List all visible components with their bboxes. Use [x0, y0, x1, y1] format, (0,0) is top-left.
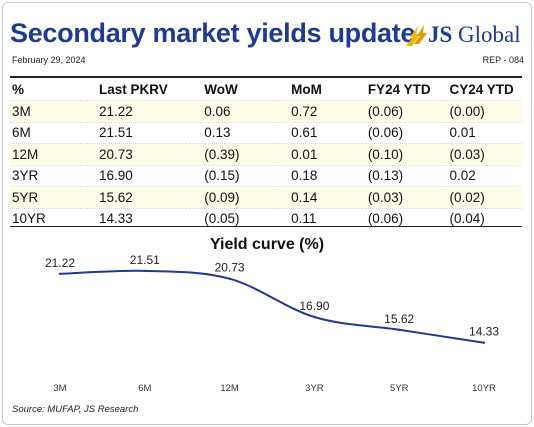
table-cell: (0.10) — [365, 143, 444, 165]
data-label: 21.22 — [45, 256, 75, 270]
data-label: 16.90 — [299, 299, 329, 313]
data-point — [58, 272, 62, 275]
logo-text: JS Global — [428, 22, 521, 47]
table-cell: 16.90 — [80, 164, 187, 187]
report-reference: REP - 084 — [482, 55, 524, 65]
table-cell: (0.39) — [186, 143, 276, 165]
x-tick-label: 3YR — [305, 383, 324, 394]
table-cell: 0.01 — [275, 143, 366, 165]
table-cell: 0.14 — [275, 186, 366, 208]
logo-mark-icon — [406, 25, 427, 46]
column-header: CY24 YTD — [449, 82, 514, 97]
column-header: % — [12, 82, 25, 97]
x-tick-label: 6M — [138, 383, 151, 394]
column-header: Last PKRV — [98, 82, 168, 97]
x-tick-label: 12M — [220, 383, 239, 394]
table-cell: 0.02 — [443, 164, 522, 187]
table-cell: (0.03) — [443, 143, 522, 165]
tenor-cell: 6M — [10, 121, 81, 144]
tenor-cell: 10YR — [10, 207, 81, 229]
table-cell: 21.51 — [80, 121, 187, 144]
table-cell: (0.03) — [365, 186, 444, 208]
x-tick-label: 10YR — [472, 383, 496, 394]
data-point — [143, 269, 146, 273]
table-cell: (0.13) — [365, 164, 444, 187]
column-header: MoM — [291, 82, 322, 97]
table-cell: (0.00) — [443, 100, 522, 122]
data-label: 20.73 — [215, 261, 245, 275]
source-note: Source: MUFAP, JS Research — [12, 404, 139, 415]
table-cell: 0.06 — [186, 100, 276, 122]
table-cell: (0.09) — [186, 186, 276, 208]
table-cell: (0.06) — [365, 100, 444, 122]
table-row: 3YR 16.90 (0.15) 0.18 (0.13) 0.02 — [10, 164, 522, 187]
table-cell: 0.11 — [275, 207, 366, 229]
chart-title: Yield curve (%) — [209, 236, 325, 253]
column-header: FY24 YTD — [367, 82, 431, 97]
table-cell: 0.18 — [275, 164, 366, 187]
header-divider — [10, 76, 522, 78]
table-divider — [10, 226, 522, 227]
table-cell: 0.01 — [443, 121, 522, 144]
table-row: 3M 21.22 0.06 0.72 (0.06) (0.00) — [10, 100, 522, 122]
data-point — [313, 315, 316, 319]
column-header: WoW — [204, 82, 238, 97]
table-cell: 14.33 — [80, 207, 187, 229]
tenor-cell: 5YR — [10, 186, 81, 208]
data-point — [228, 277, 231, 280]
data-label: 14.33 — [469, 325, 499, 339]
data-point — [398, 328, 401, 331]
yields-table: % Last PKRV WoW MoM FY24 YTD CY24 YTD 3M… — [10, 79, 522, 229]
table-cell: 20.73 — [80, 143, 187, 165]
table-cell: 0.61 — [275, 121, 366, 144]
page-title: Secondary market yields update — [10, 18, 416, 48]
x-tick-label: 3M — [53, 383, 66, 394]
js-global-logo: JS Global — [404, 20, 528, 50]
data-label: 21.51 — [130, 255, 160, 267]
tenor-cell: 3M — [10, 100, 81, 122]
yield-curve-line — [59, 269, 485, 344]
table-cell: 0.13 — [186, 121, 276, 144]
table-header-row: % Last PKRV WoW MoM FY24 YTD CY24 YTD — [10, 79, 522, 101]
table-cell: (0.05) — [186, 207, 276, 229]
data-label: 15.62 — [384, 312, 414, 326]
table-cell: 21.22 — [80, 100, 187, 122]
x-tick-label: 5YR — [390, 383, 409, 394]
table-cell: 0.72 — [275, 100, 366, 122]
table-row: 5YR 15.62 (0.09) 0.14 (0.03) (0.02) — [10, 186, 522, 208]
yield-curve-chart: 21.22 3M 21.51 6M 20.73 12M 16.90 3YR 15.62 5YR 14… — [45, 255, 499, 394]
table-cell: (0.06) — [365, 207, 444, 229]
table-cell: 15.62 — [80, 186, 187, 208]
report-date: February 29, 2024 — [12, 55, 86, 65]
table-cell: (0.02) — [443, 186, 522, 208]
table-row: 10YR 14.33 (0.05) 0.11 (0.06) (0.04) — [10, 207, 522, 229]
tenor-cell: 3YR — [10, 164, 81, 187]
table-cell: (0.06) — [365, 121, 444, 144]
data-point — [482, 341, 486, 344]
table-row: 6M 21.51 0.13 0.61 (0.06) 0.01 — [10, 121, 522, 144]
table-cell: (0.04) — [443, 207, 522, 229]
table-cell: (0.15) — [186, 164, 276, 187]
table-row: 12M 20.73 (0.39) 0.01 (0.10) (0.03) — [10, 143, 522, 165]
tenor-cell: 12M — [10, 143, 81, 165]
